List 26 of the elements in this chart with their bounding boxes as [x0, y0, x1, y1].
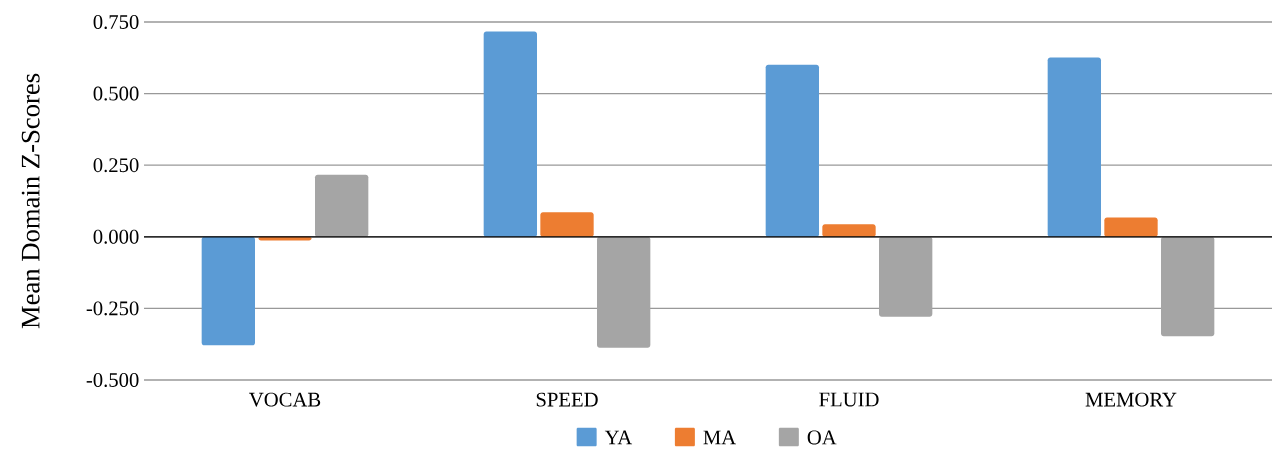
x-tick-label: FLUID [819, 392, 879, 407]
legend-label: YA [604, 430, 633, 445]
bar [483, 31, 538, 237]
bar [597, 236, 651, 348]
bar [1161, 236, 1215, 337]
bar [765, 64, 820, 237]
bar [315, 174, 369, 237]
legend-label: MA [703, 430, 737, 445]
bar [1104, 217, 1158, 237]
y-tick-label: 0.250 [93, 158, 139, 173]
bar [540, 212, 594, 237]
bar [1047, 57, 1101, 237]
y-tick-label: 0.500 [93, 86, 139, 101]
x-tick-label: MEMORY [1085, 392, 1177, 407]
x-tick-label: SPEED [536, 392, 598, 407]
y-axis-title: Mean Domain Z-Scores [21, 73, 40, 329]
bar [201, 236, 255, 346]
y-tick-label: 0.750 [93, 14, 139, 30]
bar [258, 236, 312, 241]
bar [822, 224, 876, 237]
y-tick-label: -0.500 [86, 372, 139, 388]
bar [879, 236, 933, 317]
y-tick-label: 0.000 [93, 229, 139, 244]
legend-label: OA [807, 430, 837, 445]
y-tick-label: -0.250 [86, 301, 139, 316]
x-tick-label: VOCAB [249, 392, 321, 407]
